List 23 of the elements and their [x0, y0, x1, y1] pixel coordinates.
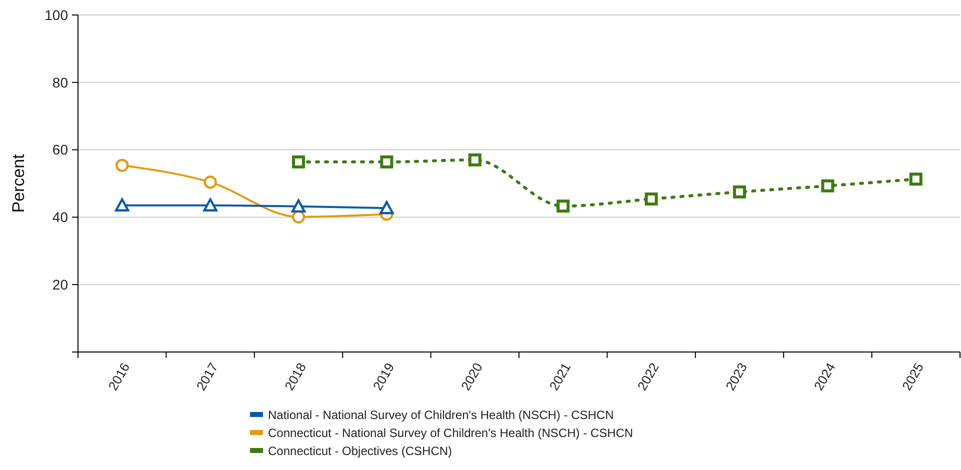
- y-tick-label: 100: [44, 6, 68, 23]
- legend-label: National - National Survey of Children's Health (NSCH) - CSHCN: [268, 408, 614, 422]
- point: [292, 155, 305, 168]
- point: [909, 172, 922, 186]
- y-tick-label: 20: [52, 276, 68, 292]
- point: [468, 153, 482, 166]
- legend-label: Connecticut - National Survey of Children's Health (NSCH) - CSHCN: [268, 426, 634, 440]
- point: [115, 198, 130, 212]
- point: [380, 155, 394, 168]
- point: [733, 185, 746, 198]
- y-tick-label: 40: [52, 209, 68, 226]
- y-tick-label: 60: [52, 142, 68, 158]
- point: [380, 201, 394, 214]
- point: [203, 198, 218, 212]
- y-tick-label: 80: [52, 74, 68, 90]
- legend-label: Connecticut - Objectives (CSHCN): [268, 444, 452, 458]
- point: [821, 179, 834, 192]
- point: [204, 176, 217, 189]
- point: [556, 200, 570, 213]
- point: [291, 199, 306, 213]
- point: [116, 158, 129, 172]
- y-axis-title: Percent: [9, 154, 28, 213]
- point: [644, 192, 658, 206]
